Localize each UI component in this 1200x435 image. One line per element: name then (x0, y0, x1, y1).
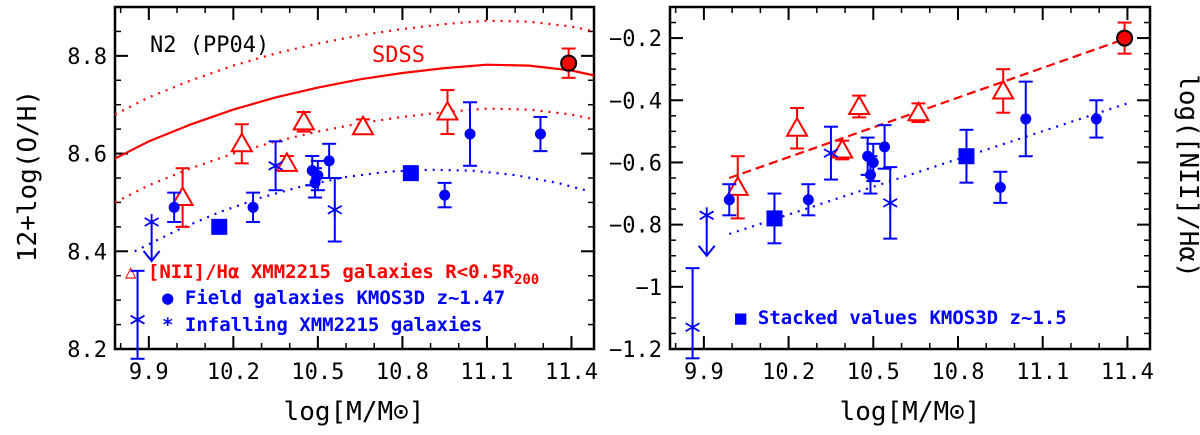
right-x-tick-label: 11.4 (1101, 360, 1154, 385)
right-filled-circle-point (864, 169, 876, 181)
left-open-triangle-point (435, 100, 460, 121)
left-filled-circle-point (534, 128, 546, 140)
left-filled-circle-point (312, 170, 324, 182)
left-upper-limit-point-stroke (144, 217, 160, 227)
right-filled-square-point (766, 210, 783, 227)
left-asterisk-point-stroke (268, 161, 283, 171)
right-open-triangle-point (785, 116, 809, 137)
left-filled-circle-point (323, 155, 335, 167)
left-upper-limit-arrow-head (142, 250, 161, 263)
right-plot-frame (668, 5, 1152, 351)
left-legend: △ [NII]/Hα XMM2215 galaxies R<0.5R200 ● … (125, 261, 539, 336)
right-asterisk-point (823, 145, 839, 162)
right-upper-limit-point-stroke (685, 322, 700, 333)
left-x-tick-label: 10.8 (376, 360, 429, 385)
left-x-axis-label: log[M/M⊙] (284, 397, 425, 427)
left-open-triangle-point (351, 114, 375, 136)
right-upper-limit-point-stroke (699, 210, 715, 221)
right-x-tick-label: 10.8 (932, 360, 985, 385)
right-filled-circle-point (879, 141, 891, 153)
right-y-tick-label: −1.2 (609, 338, 662, 363)
left-upper-limit-point-stroke (130, 314, 145, 325)
right-y-tick-label: −0.8 (609, 214, 662, 239)
right-upper-limit-point (699, 207, 715, 224)
right-asterisk-point-stroke (823, 148, 839, 158)
left-x-tick-label: 10.5 (291, 360, 344, 385)
left-red-circle-point (560, 54, 578, 72)
left-x-tick-label: 10.2 (207, 360, 260, 385)
left-x-tick-label: 11.4 (545, 360, 598, 385)
left-filled-square-point (211, 218, 228, 235)
right-filled-circle-point (802, 194, 814, 206)
right-red-circle-point (1116, 29, 1134, 47)
left-x-tick-label: 9.9 (129, 360, 169, 385)
right-filled-circle-point (994, 181, 1006, 193)
left-curves (115, 19, 594, 253)
right-y-tick-label: −0.4 (609, 89, 662, 114)
right-open-triangle-point (991, 78, 1015, 100)
left-filled-square-point (402, 165, 419, 182)
left-x-tick-label: 11.1 (460, 360, 513, 385)
right-y-tick-label: −1 (636, 276, 663, 301)
left-method-label: N2 (PP04) (150, 33, 269, 58)
right-upper-limit-arrow-head (697, 245, 716, 258)
sdss-relation-line (115, 63, 594, 160)
right-filled-circle-point (1090, 113, 1102, 125)
right-open-triangle-point (847, 94, 871, 115)
right-filled-circle-point (867, 156, 879, 168)
right-y-axis-label: log([NII]/Hα) (1173, 74, 1200, 278)
right-filled-square-point (958, 148, 975, 165)
right-filled-circle-point (1020, 113, 1032, 125)
left-upper-limit-point (130, 311, 145, 328)
left-filled-circle-point (247, 201, 259, 213)
legend-entry-cluster: △ [NII]/Hα XMM2215 galaxies R<0.5R200 (125, 261, 539, 288)
legend-entry-field: ● Field galaxies KMOS3D z~1.47 (162, 287, 505, 309)
right-y-tick-label: −0.2 (609, 27, 662, 52)
right-open-triangle-point (906, 100, 931, 122)
left-asterisk-point (268, 157, 283, 174)
right-x-tick-label: 10.5 (847, 360, 900, 385)
sdss-lower-dotted-line (115, 107, 594, 204)
left-y-tick-label: 8.4 (67, 240, 107, 265)
left-filled-circle-point (168, 201, 180, 213)
cluster-fit-dashed-line (728, 37, 1128, 180)
left-upper-limit-point (144, 213, 160, 230)
left-open-triangle-point (292, 109, 316, 131)
left-y-tick-label: 8.8 (67, 45, 107, 70)
left-asterisk-point (327, 201, 343, 218)
right-upper-limit-point (685, 319, 700, 336)
right-x-axis-label: log[M/M⊙] (840, 397, 981, 427)
right-x-tick-label: 9.9 (684, 360, 724, 385)
right-x-tick-label: 10.2 (762, 360, 815, 385)
right-filled-circle-point (723, 194, 735, 206)
left-filled-circle-point (439, 189, 451, 201)
left-open-triangle-point (170, 185, 195, 207)
left-open-triangle-point (230, 131, 254, 153)
plot-layer: 9.9 10.2 10.5 10.8 11.1 11.4 8.2 8.4 8.6 8.8 9.9 10… (67, 5, 1154, 385)
right-open-triangle-point (726, 175, 750, 196)
legend-entry-infalling: * Infalling XMM2215 galaxies (162, 314, 482, 336)
left-sdss-label: SDSS (372, 43, 425, 68)
field-fit-dotted-line (728, 102, 1128, 236)
right-asterisk-point-stroke (882, 198, 898, 208)
right-x-tick-label: 11.1 (1016, 360, 1069, 385)
right-curves (728, 37, 1128, 236)
left-y-axis-label: 12+log(O/H) (13, 90, 43, 262)
legend-entry-stacked: ■ Stacked values KMOS3D z~1.5 (735, 307, 1067, 329)
left-filled-circle-point (464, 128, 476, 140)
right-asterisk-point (882, 194, 898, 211)
field-relation-dotted-line (134, 168, 586, 253)
left-y-tick-label: 8.2 (67, 338, 107, 363)
right-y-tick-label: −0.6 (609, 151, 662, 176)
left-asterisk-point-stroke (327, 204, 343, 215)
left-y-tick-label: 8.6 (67, 143, 107, 168)
